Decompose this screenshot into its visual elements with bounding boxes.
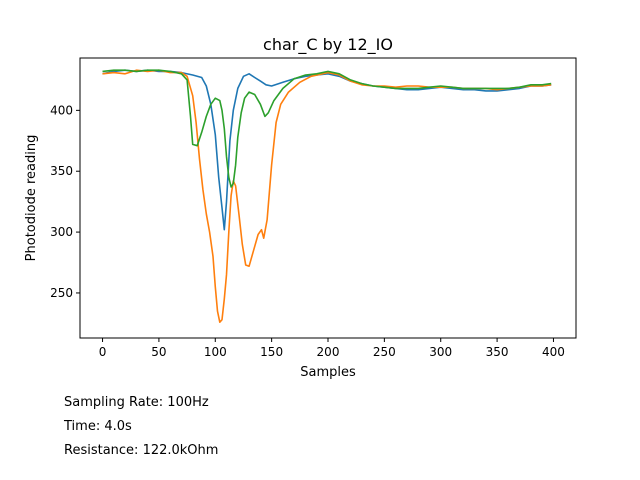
x-tick-label: 150 xyxy=(260,345,283,359)
y-tick-label: 300 xyxy=(50,225,73,239)
chart-title: char_C by 12_IO xyxy=(263,35,393,55)
time-text: Time: 4.0s xyxy=(64,419,132,434)
x-tick-label: 50 xyxy=(151,345,166,359)
x-tick-label: 250 xyxy=(373,345,396,359)
x-axis-ticks: 0 50 100 150 200 250 300 350 400 xyxy=(99,338,565,359)
x-tick-label: 200 xyxy=(317,345,340,359)
x-tick-label: 350 xyxy=(486,345,509,359)
series-line-2 xyxy=(102,69,552,324)
x-tick-label: 400 xyxy=(542,345,565,359)
x-tick-label: 0 xyxy=(99,345,107,359)
y-axis-ticks: 250 300 350 400 xyxy=(50,103,80,300)
y-tick-label: 350 xyxy=(50,164,73,178)
x-tick-label: 100 xyxy=(204,345,227,359)
series-line-1 xyxy=(102,69,552,231)
resistance-text: Resistance: 122.0kOhm xyxy=(64,443,219,458)
series-layer xyxy=(102,69,552,324)
x-axis-label: Samples xyxy=(300,365,356,380)
sampling-rate-text: Sampling Rate: 100Hz xyxy=(64,395,209,410)
y-tick-label: 400 xyxy=(50,103,73,117)
plot-frame xyxy=(79,57,577,339)
x-tick-label: 300 xyxy=(429,345,452,359)
y-tick-label: 250 xyxy=(50,286,73,300)
series-line-3 xyxy=(102,69,552,188)
y-axis-label: Photodiode reading xyxy=(24,135,39,262)
